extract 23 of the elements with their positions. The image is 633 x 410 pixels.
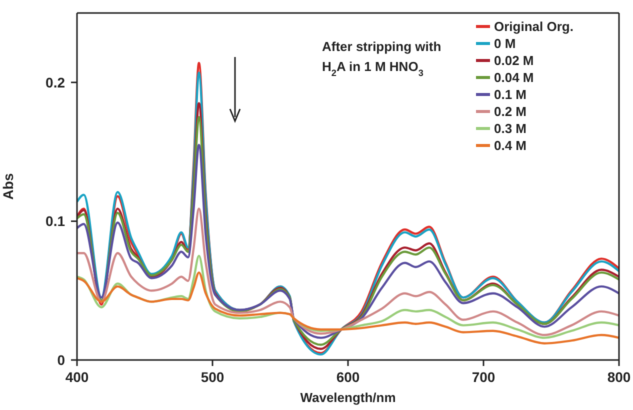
x-tick-label: 400 [65, 368, 89, 385]
annotation: After stripping with [322, 39, 442, 54]
x-tick-label: 700 [472, 368, 496, 385]
line-series [77, 208, 619, 336]
legend-label: 0.4 M [494, 137, 527, 154]
legend-label: 0 M [494, 35, 516, 52]
legend-label: 0.1 M [494, 86, 527, 103]
y-tick-label: 0 [57, 352, 66, 368]
legend-label: 0.2 M [494, 103, 527, 120]
x-tick-label: 500 [200, 368, 224, 385]
legend-label: 0.02 M [494, 52, 534, 69]
x-axis-title: Wavelength/nm [300, 390, 396, 405]
x-tick-label: 600 [336, 368, 360, 385]
line-series [77, 254, 619, 339]
annotation: H$_{2}$A in 1 M HNO$_{3}$ [322, 59, 424, 78]
legend-label: 0.04 M [494, 69, 534, 86]
legend-label: Original Org. [494, 18, 574, 35]
line-series [77, 271, 619, 344]
y-axis-title: Abs [0, 173, 16, 200]
legend-label: 0.3 M [494, 120, 527, 137]
x-tick-label: 800 [607, 368, 631, 385]
y-tick-label: 0.1 [46, 213, 66, 230]
y-tick-label: 0.2 [46, 74, 66, 90]
